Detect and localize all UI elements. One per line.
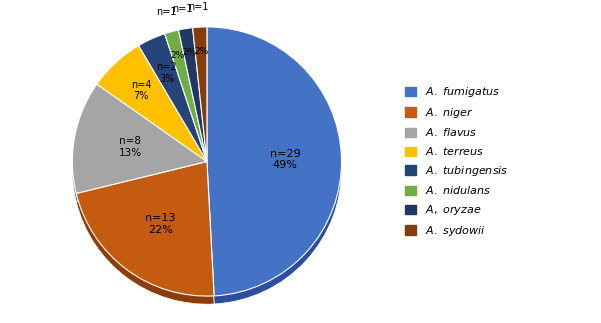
Wedge shape (193, 35, 207, 170)
Text: n=29
49%: n=29 49% (270, 149, 300, 170)
Wedge shape (97, 46, 207, 162)
Text: n=8
13%: n=8 13% (118, 136, 142, 158)
Text: n=1: n=1 (172, 4, 192, 14)
Wedge shape (72, 92, 207, 202)
Wedge shape (165, 38, 207, 170)
Wedge shape (72, 84, 207, 193)
Text: n=4
7%: n=4 7% (131, 79, 151, 101)
Wedge shape (139, 42, 207, 170)
Text: n=13
22%: n=13 22% (145, 214, 175, 235)
Legend: $\it{A.}$ $\it{fumigatus}$, $\it{A.}$ $\it{niger}$, $\it{A.}$ $\it{flavus}$, $\i: $\it{A.}$ $\it{fumigatus}$, $\it{A.}$ $\… (404, 85, 508, 238)
Wedge shape (97, 54, 207, 170)
Wedge shape (207, 27, 341, 296)
Text: n=2
3%: n=2 3% (157, 62, 177, 84)
Text: 2%: 2% (194, 47, 208, 56)
Text: 2%: 2% (171, 50, 185, 59)
Wedge shape (207, 35, 341, 304)
Text: n=1: n=1 (156, 7, 177, 17)
Text: 2%: 2% (182, 48, 197, 57)
Wedge shape (193, 27, 207, 162)
Wedge shape (165, 30, 207, 162)
Text: n=1: n=1 (189, 2, 209, 12)
Wedge shape (178, 28, 207, 162)
Wedge shape (178, 36, 207, 170)
Wedge shape (139, 34, 207, 162)
Wedge shape (76, 162, 214, 296)
Wedge shape (76, 170, 214, 304)
